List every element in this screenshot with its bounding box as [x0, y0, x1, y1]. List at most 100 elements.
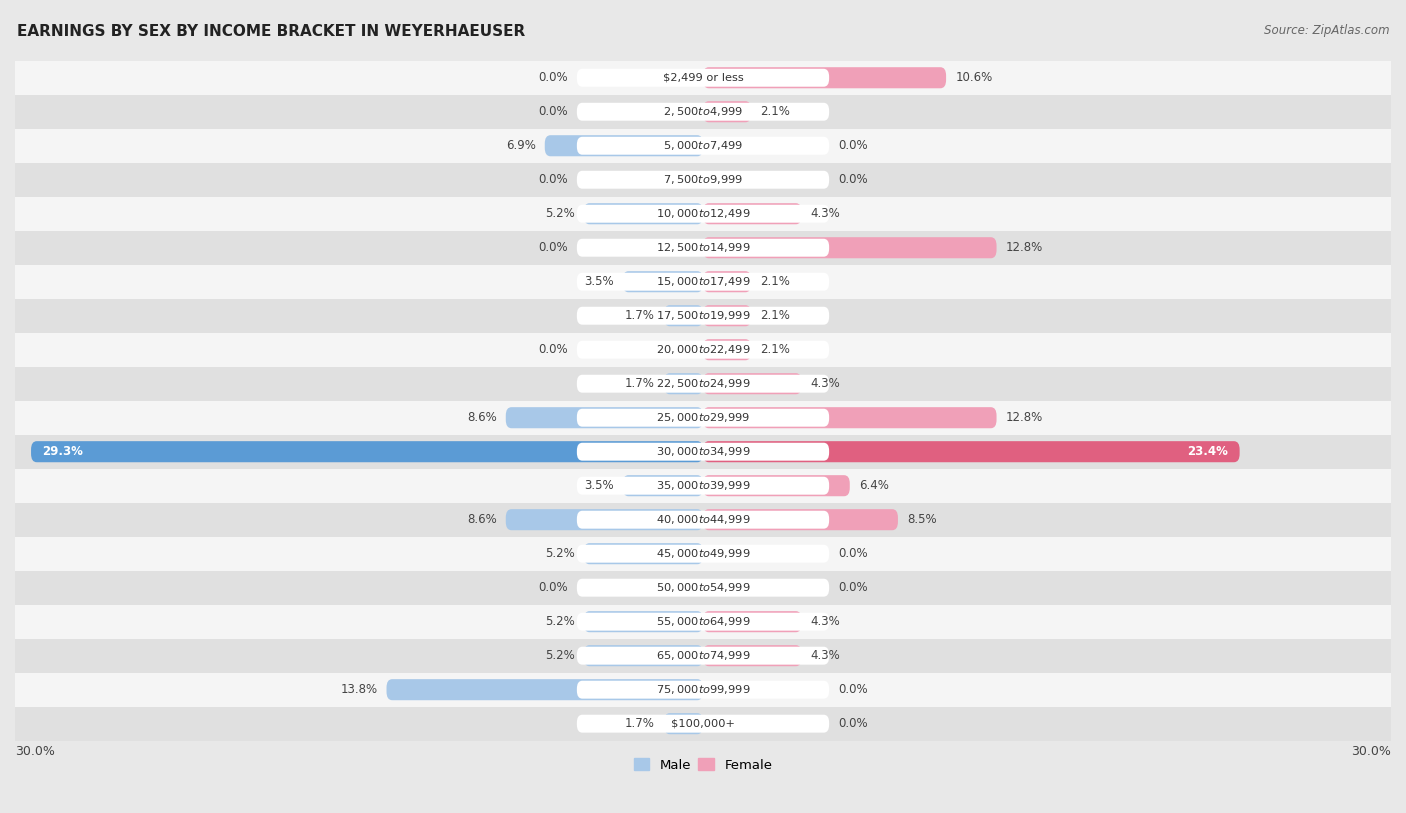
Bar: [0, 435, 1406, 469]
FancyBboxPatch shape: [583, 203, 703, 224]
Text: 1.7%: 1.7%: [624, 309, 655, 322]
Text: $2,500 to $4,999: $2,500 to $4,999: [664, 105, 742, 118]
FancyBboxPatch shape: [576, 476, 830, 494]
FancyBboxPatch shape: [576, 239, 830, 257]
Text: 5.2%: 5.2%: [544, 207, 575, 220]
Text: Source: ZipAtlas.com: Source: ZipAtlas.com: [1264, 24, 1389, 37]
Text: 4.3%: 4.3%: [811, 207, 841, 220]
Bar: [0, 401, 1406, 435]
Text: 4.3%: 4.3%: [811, 650, 841, 662]
Text: 2.1%: 2.1%: [761, 309, 790, 322]
Bar: [0, 231, 1406, 265]
Text: 30.0%: 30.0%: [1351, 745, 1391, 758]
Text: 0.0%: 0.0%: [538, 581, 568, 594]
FancyBboxPatch shape: [703, 407, 997, 428]
Text: $40,000 to $44,999: $40,000 to $44,999: [655, 513, 751, 526]
Text: 3.5%: 3.5%: [583, 276, 613, 289]
Text: $25,000 to $29,999: $25,000 to $29,999: [655, 411, 751, 424]
Text: 5.2%: 5.2%: [544, 650, 575, 662]
Bar: [0, 639, 1406, 672]
FancyBboxPatch shape: [576, 102, 830, 120]
Text: $75,000 to $99,999: $75,000 to $99,999: [655, 683, 751, 696]
FancyBboxPatch shape: [576, 511, 830, 528]
FancyBboxPatch shape: [703, 646, 801, 666]
Text: 2.1%: 2.1%: [761, 343, 790, 356]
FancyBboxPatch shape: [703, 441, 1240, 463]
Text: 23.4%: 23.4%: [1187, 446, 1229, 459]
Bar: [0, 367, 1406, 401]
Bar: [0, 333, 1406, 367]
Legend: Male, Female: Male, Female: [628, 753, 778, 777]
FancyBboxPatch shape: [664, 713, 703, 734]
Text: 6.9%: 6.9%: [506, 139, 536, 152]
Bar: [0, 502, 1406, 537]
Text: 12.8%: 12.8%: [1005, 241, 1043, 254]
Text: $30,000 to $34,999: $30,000 to $34,999: [655, 446, 751, 459]
Bar: [0, 469, 1406, 502]
Text: 5.2%: 5.2%: [544, 615, 575, 628]
FancyBboxPatch shape: [576, 545, 830, 563]
FancyBboxPatch shape: [576, 171, 830, 189]
Text: 1.7%: 1.7%: [624, 717, 655, 730]
FancyBboxPatch shape: [703, 101, 751, 122]
FancyBboxPatch shape: [703, 305, 751, 326]
Text: EARNINGS BY SEX BY INCOME BRACKET IN WEYERHAEUSER: EARNINGS BY SEX BY INCOME BRACKET IN WEY…: [17, 24, 524, 39]
FancyBboxPatch shape: [703, 67, 946, 89]
Bar: [0, 672, 1406, 706]
Text: 0.0%: 0.0%: [838, 717, 868, 730]
Text: 0.0%: 0.0%: [538, 343, 568, 356]
FancyBboxPatch shape: [664, 305, 703, 326]
Text: $2,499 or less: $2,499 or less: [662, 72, 744, 83]
Text: $10,000 to $12,499: $10,000 to $12,499: [655, 207, 751, 220]
Bar: [0, 95, 1406, 128]
FancyBboxPatch shape: [576, 69, 830, 87]
Bar: [0, 571, 1406, 605]
Text: $55,000 to $64,999: $55,000 to $64,999: [655, 615, 751, 628]
FancyBboxPatch shape: [664, 373, 703, 394]
Text: 0.0%: 0.0%: [838, 173, 868, 186]
Text: 0.0%: 0.0%: [538, 241, 568, 254]
Text: $20,000 to $22,499: $20,000 to $22,499: [655, 343, 751, 356]
FancyBboxPatch shape: [583, 543, 703, 564]
Text: 2.1%: 2.1%: [761, 276, 790, 289]
Text: 4.3%: 4.3%: [811, 377, 841, 390]
Text: $5,000 to $7,499: $5,000 to $7,499: [664, 139, 742, 152]
FancyBboxPatch shape: [576, 443, 830, 461]
FancyBboxPatch shape: [703, 237, 997, 259]
Bar: [0, 537, 1406, 571]
FancyBboxPatch shape: [576, 307, 830, 324]
Text: 0.0%: 0.0%: [538, 72, 568, 85]
Text: 12.8%: 12.8%: [1005, 411, 1043, 424]
FancyBboxPatch shape: [576, 205, 830, 223]
Text: $45,000 to $49,999: $45,000 to $49,999: [655, 547, 751, 560]
Text: 5.2%: 5.2%: [544, 547, 575, 560]
Bar: [0, 163, 1406, 197]
FancyBboxPatch shape: [576, 273, 830, 291]
Bar: [0, 706, 1406, 741]
Text: 10.6%: 10.6%: [955, 72, 993, 85]
Text: $7,500 to $9,999: $7,500 to $9,999: [664, 173, 742, 186]
FancyBboxPatch shape: [576, 579, 830, 597]
Text: $15,000 to $17,499: $15,000 to $17,499: [655, 276, 751, 289]
Text: $35,000 to $39,999: $35,000 to $39,999: [655, 479, 751, 492]
Text: $65,000 to $74,999: $65,000 to $74,999: [655, 650, 751, 662]
Text: $17,500 to $19,999: $17,500 to $19,999: [655, 309, 751, 322]
Text: 0.0%: 0.0%: [838, 139, 868, 152]
FancyBboxPatch shape: [576, 409, 830, 427]
Bar: [0, 61, 1406, 95]
Text: 4.3%: 4.3%: [811, 615, 841, 628]
Bar: [0, 298, 1406, 333]
FancyBboxPatch shape: [576, 646, 830, 665]
Text: 0.0%: 0.0%: [838, 581, 868, 594]
Text: 0.0%: 0.0%: [838, 547, 868, 560]
Text: 29.3%: 29.3%: [42, 446, 83, 459]
Text: 30.0%: 30.0%: [15, 745, 55, 758]
Text: 0.0%: 0.0%: [838, 683, 868, 696]
FancyBboxPatch shape: [703, 509, 898, 530]
Text: 2.1%: 2.1%: [761, 105, 790, 118]
FancyBboxPatch shape: [583, 611, 703, 633]
FancyBboxPatch shape: [703, 611, 801, 633]
FancyBboxPatch shape: [544, 135, 703, 156]
Text: 0.0%: 0.0%: [538, 173, 568, 186]
FancyBboxPatch shape: [583, 646, 703, 666]
